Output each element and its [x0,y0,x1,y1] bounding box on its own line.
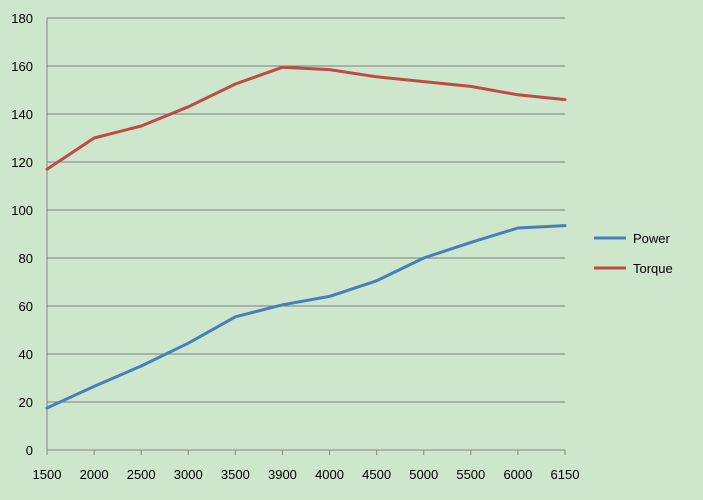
y-tick-label: 140 [11,107,33,122]
x-tick-label: 5500 [456,467,485,482]
x-tick-label: 1500 [33,467,62,482]
y-tick-labels: 0 20 40 60 80 100 120 140 160 180 [11,11,33,458]
series-line-torque [45,65,567,171]
y-tick-label: 160 [11,59,33,74]
legend-label-torque: Torque [633,261,673,276]
x-tick-label: 2000 [80,467,109,482]
y-tick-label: 120 [11,155,33,170]
series-lines [45,65,567,410]
x-tick-label: 5000 [409,467,438,482]
axes [46,18,566,455]
y-tick-label: 40 [19,347,33,362]
x-tick-label: 4000 [315,467,344,482]
x-tick-label: 3000 [174,467,203,482]
x-tick-label: 3900 [268,467,297,482]
y-tick-label: 100 [11,203,33,218]
x-tick-label: 6150 [551,467,580,482]
y-tick-label: 60 [19,299,33,314]
x-tick-label: 6000 [503,467,532,482]
y-tick-label: 20 [19,395,33,410]
x-tick-labels: 1500 2000 2500 3000 3500 3900 4000 4500 5000 5500… [33,467,580,482]
x-tick-label: 3500 [221,467,250,482]
gridlines [47,17,565,403]
legend-label-power: Power [633,231,671,246]
y-tick-label: 0 [26,443,33,458]
x-tick-label: 2500 [127,467,156,482]
x-tick-label: 4500 [362,467,391,482]
y-tick-label: 80 [19,251,33,266]
y-tick-label: 180 [11,11,33,26]
legend: Power Torque [594,231,673,276]
series-line-power [45,224,567,410]
